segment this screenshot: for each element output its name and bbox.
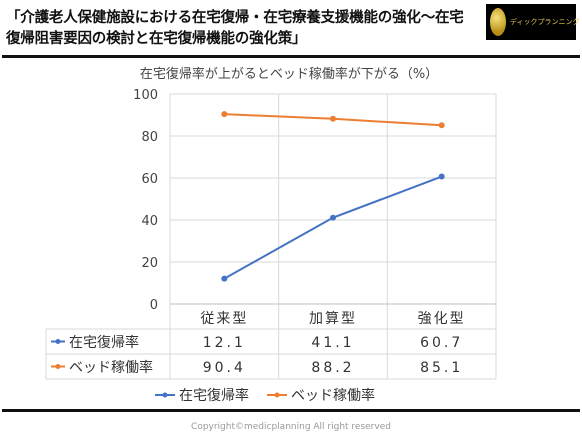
series-line [223,175,443,280]
logo-text: ディックプランニング [510,18,580,26]
data-point [330,115,336,122]
table-cell-value: 60.7 [420,335,463,351]
y-tick-label: 20 [141,256,158,271]
data-point [221,275,228,282]
table-legend-marker [55,339,61,344]
table-cell-value: 12.1 [203,335,246,351]
table-cell-value: 41.1 [311,335,354,351]
data-point [438,122,445,129]
legend-marker [162,392,168,398]
legend: 在宅復帰率 ベッド稼働率 [155,387,375,404]
x-category-label: 加算型 [309,311,357,327]
y-axis-ticks: 0 20 40 60 80 100 [133,88,158,313]
legend-label: 在宅復帰率 [179,387,249,404]
y-tick-label: 40 [141,214,158,229]
chart-title: 在宅復帰率が上がるとベッド稼働率が下がる（%） [140,66,438,82]
table-cell-value: 88.2 [311,360,354,376]
table-series-name: 在宅復帰率 [69,334,139,351]
table-cell-value: 85.1 [420,360,463,376]
header-divider [2,55,580,58]
data-point [438,173,445,180]
legend-label: ベッド稼働率 [291,387,375,404]
company-logo: ディックプランニング [486,4,580,40]
series-lines [221,111,445,282]
logo-mark-icon [490,8,506,36]
table-cell-value: 90.4 [203,360,246,376]
y-tick-label: 100 [133,88,158,103]
y-tick-label: 60 [141,172,158,187]
footer-divider [2,409,580,412]
legend-marker [274,392,280,398]
copyright-text: Copyright©medicplanning All right reserv… [191,422,391,432]
y-tick-label: 80 [141,130,158,145]
table-legend-marker [55,364,61,369]
y-tick-label: 0 [150,298,158,313]
table-series-name: ベッド稼働率 [69,359,153,376]
data-point [330,214,336,221]
page-title: 「介護老人保健施設における在宅復帰・在宅療養支援機能の強化～在宅復帰阻害要因の検… [6,10,464,47]
x-category-label: 強化型 [418,311,466,327]
x-category-label: 従来型 [200,311,248,327]
data-point [221,111,228,118]
